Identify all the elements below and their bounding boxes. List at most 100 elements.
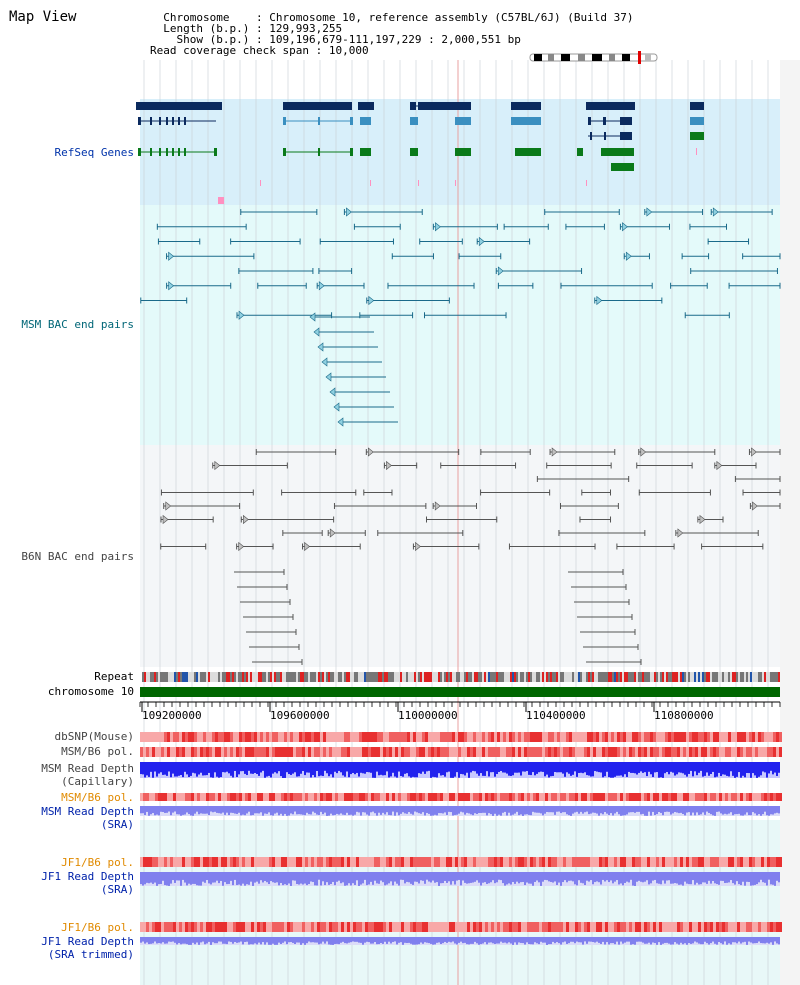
- depth-bar: [290, 806, 292, 814]
- repeat-element: [402, 672, 404, 682]
- polymorphism-cell: [224, 922, 227, 932]
- gene-exon: [690, 132, 704, 140]
- depth-bar: [596, 762, 598, 772]
- polymorphism-cell: [287, 793, 290, 801]
- polymorphism-cell: [524, 793, 527, 801]
- bac-arrow: [368, 447, 374, 457]
- depth-bar: [572, 806, 574, 814]
- polymorphism-cell: [194, 922, 197, 932]
- depth-bar: [574, 806, 576, 813]
- polymorphism-cell: [248, 732, 251, 742]
- polymorphism-cell: [302, 747, 305, 757]
- depth-bar: [270, 806, 272, 816]
- polymorphism-cell: [617, 922, 620, 932]
- msm-bac-track[interactable]: [140, 207, 781, 427]
- depth-bar: [642, 872, 644, 883]
- polymorphism-cell: [719, 922, 722, 932]
- depth-bar: [546, 872, 548, 881]
- depth-bar: [222, 937, 224, 944]
- polymorphism-cell: [689, 747, 692, 757]
- polymorphism-cell: [380, 747, 383, 757]
- depth-bar: [718, 762, 720, 773]
- depth-bar: [166, 872, 168, 886]
- polymorphism-cell: [515, 922, 518, 932]
- refseq-genes-track[interactable]: [136, 102, 704, 204]
- depth-bar: [242, 937, 244, 945]
- polymorphism-cell: [629, 747, 632, 757]
- depth-bar: [350, 806, 352, 815]
- bac-arrow: [329, 528, 336, 538]
- repeat-element: [564, 672, 566, 682]
- polymorphism-cell: [275, 747, 278, 757]
- b6n-bac-label[interactable]: B6N BAC end pairs: [21, 550, 134, 563]
- repeat-element: [290, 672, 292, 682]
- depth-bar: [742, 937, 744, 943]
- polymorphism-cell: [368, 747, 371, 757]
- depth-bar: [760, 762, 762, 776]
- polymorphism-cell: [659, 732, 662, 742]
- polymorphism-cell: [227, 922, 230, 932]
- span-label: Read coverage check span: [150, 44, 309, 57]
- depth-bar: [584, 937, 586, 942]
- depth-bar: [496, 762, 498, 775]
- polymorphism-cell: [161, 857, 164, 867]
- depth-bar: [228, 937, 230, 942]
- polymorphism-cell: [692, 747, 695, 757]
- polymorphism-cell: [701, 857, 704, 867]
- refseq-genes-label[interactable]: RefSeq Genes: [54, 146, 134, 159]
- depth-bar: [764, 872, 766, 883]
- polymorphism-cell: [299, 793, 302, 801]
- depth-bar: [394, 872, 396, 882]
- depth-bar: [278, 872, 280, 886]
- depth-bar: [566, 806, 568, 815]
- polymorphism-cell: [419, 922, 422, 932]
- repeat-element: [660, 672, 662, 682]
- polymorphism-cell: [263, 747, 266, 757]
- polymorphism-cell: [407, 922, 410, 932]
- depth-bar: [722, 872, 724, 881]
- polymorphism-cell: [659, 857, 662, 867]
- msm-bac-label[interactable]: MSM BAC end pairs: [21, 318, 134, 331]
- depth-bar: [240, 872, 242, 886]
- polymorphism-cell: [548, 793, 551, 801]
- depth-bar: [180, 762, 182, 776]
- repeat-element: [438, 672, 440, 682]
- polymorphism-cell: [290, 747, 293, 757]
- depth-bar: [210, 872, 212, 885]
- b6n-bac-track[interactable]: [160, 447, 781, 665]
- depth-bar: [658, 937, 660, 943]
- lower-bg: [140, 820, 780, 985]
- depth-bar: [524, 872, 526, 886]
- polymorphism-cell: [512, 747, 515, 757]
- depth-bar: [640, 937, 642, 942]
- depth-bar: [190, 762, 192, 776]
- repeat-element: [546, 672, 548, 682]
- depth-bar: [434, 762, 436, 778]
- depth-bar: [142, 937, 144, 942]
- repeat-element: [328, 672, 330, 682]
- chromosome-ideogram[interactable]: [529, 51, 658, 64]
- depth-bar: [646, 806, 648, 816]
- polymorphism-cell: [686, 732, 689, 742]
- polymorphism-cell: [236, 793, 239, 801]
- repeat-element: [316, 672, 318, 682]
- polymorphism-cell: [620, 732, 623, 742]
- depth-bar: [528, 762, 530, 775]
- polymorphism-cell: [293, 732, 296, 742]
- polymorphism-cell: [251, 857, 254, 867]
- repeat-element: [176, 672, 178, 682]
- depth-bar: [410, 937, 412, 944]
- depth-bar: [588, 762, 590, 776]
- repeat-element: [444, 672, 446, 682]
- polymorphism-cell: [278, 922, 281, 932]
- depth-bar: [542, 937, 544, 943]
- polymorphism-cell: [176, 922, 179, 932]
- depth-bar: [268, 762, 270, 776]
- depth-bar: [570, 806, 572, 816]
- polymorphism-cell: [551, 793, 554, 801]
- repeat-element: [388, 672, 390, 682]
- polymorphism-cell: [734, 732, 737, 742]
- polymorphism-cell: [281, 747, 284, 757]
- polymorphism-cell: [581, 793, 584, 801]
